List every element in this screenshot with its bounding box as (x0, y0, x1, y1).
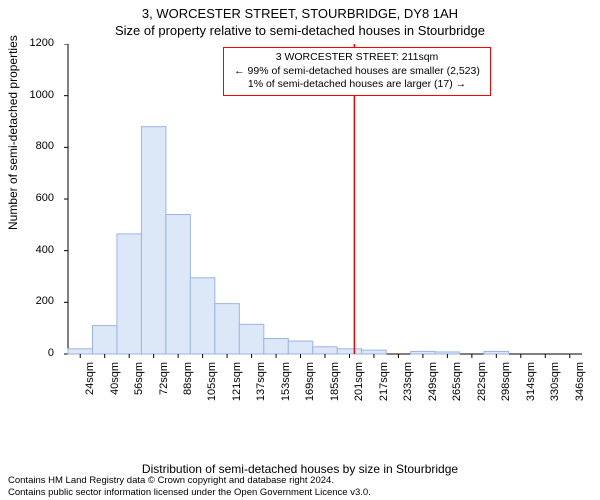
chart-area: 3 WORCESTER STREET: 211sqm ← 99% of semi… (58, 44, 588, 414)
footer-line1: Contains HM Land Registry data © Crown c… (8, 475, 592, 486)
x-tick-label: 137sqm (256, 362, 268, 401)
x-tick-label: 56sqm (133, 362, 145, 395)
histogram-plot (58, 44, 588, 414)
x-tick-label: 265sqm (451, 362, 463, 401)
x-tick-label: 314sqm (525, 362, 537, 401)
x-tick-label: 249sqm (427, 362, 439, 401)
x-tick-label: 233sqm (402, 362, 414, 401)
annotation-line3: 1% of semi-detached houses are larger (1… (230, 78, 484, 92)
footer: Contains HM Land Registry data © Crown c… (8, 475, 592, 498)
y-tick-label: 600 (20, 192, 54, 204)
x-tick-label: 153sqm (280, 362, 292, 401)
chart-title-line2: Size of property relative to semi-detach… (0, 21, 600, 38)
x-tick-label: 169sqm (305, 362, 317, 401)
x-tick-label: 121sqm (231, 362, 243, 401)
y-tick-label: 1200 (20, 37, 54, 49)
annotation-box: 3 WORCESTER STREET: 211sqm ← 99% of semi… (223, 47, 491, 96)
annotation-line1: 3 WORCESTER STREET: 211sqm (230, 51, 484, 65)
x-tick-label: 185sqm (329, 362, 341, 401)
x-tick-label: 201sqm (353, 362, 365, 401)
y-tick-label: 200 (20, 295, 54, 307)
y-tick-label: 0 (20, 347, 54, 359)
annotation-line2: ← 99% of semi-detached houses are smalle… (230, 65, 484, 79)
x-tick-label: 24sqm (84, 362, 96, 395)
x-tick-label: 217sqm (378, 362, 390, 401)
y-tick-label: 1000 (20, 89, 54, 101)
x-tick-label: 40sqm (109, 362, 121, 395)
y-tick-label: 800 (20, 140, 54, 152)
x-tick-label: 298sqm (500, 362, 512, 401)
x-tick-label: 105sqm (207, 362, 219, 401)
x-tick-label: 72sqm (158, 362, 170, 395)
chart-title-line1: 3, WORCESTER STREET, STOURBRIDGE, DY8 1A… (0, 0, 600, 21)
x-tick-label: 282sqm (476, 362, 488, 401)
y-axis-label: Number of semi-detached properties (6, 35, 20, 230)
footer-line2: Contains public sector information licen… (8, 487, 592, 498)
y-tick-label: 400 (20, 244, 54, 256)
x-tick-label: 330sqm (549, 362, 561, 401)
x-tick-label: 346sqm (574, 362, 586, 401)
x-tick-label: 88sqm (182, 362, 194, 395)
x-axis-label: Distribution of semi-detached houses by … (0, 462, 600, 476)
